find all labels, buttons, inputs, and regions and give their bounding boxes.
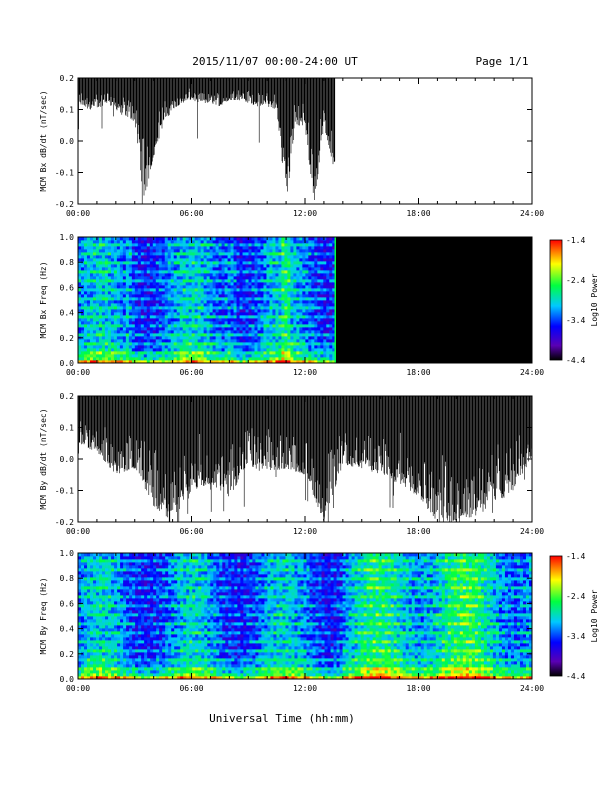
x-tick-label: 18:00 (406, 368, 430, 377)
y-tick-label: -0.2 (55, 518, 74, 527)
y-axis-label: MCM By Freq (Hz) (39, 577, 48, 654)
y-tick-label: 0.0 (60, 455, 75, 464)
y-tick-label: 1.0 (60, 233, 75, 242)
y-tick-label: 0.4 (60, 309, 75, 318)
x-tick-label: 24:00 (520, 368, 544, 377)
dbdt-series (77, 78, 336, 204)
y-tick-label: 0.8 (60, 574, 75, 583)
y-tick-label: 0.6 (60, 283, 75, 292)
colorbar-label: Log10 Power (590, 589, 599, 642)
colorbar-label: Log10 Power (590, 273, 599, 326)
y-tick-label: 0.2 (60, 392, 75, 401)
colorbar-tick-label: -1.4 (566, 236, 585, 245)
y-tick-label: -0.1 (55, 169, 74, 178)
by-spectrogram-panel: -1.4 -2.4 -3.4 -4.4 Log10 Power 0.0 0.2 0.4 0.6 0… (39, 549, 599, 693)
colorbar-tick-label: -2.4 (566, 276, 585, 285)
y-tick-label: 0.0 (60, 675, 75, 684)
colorbar-tick-label: -3.4 (566, 316, 585, 325)
x-tick-label: 06:00 (179, 684, 203, 693)
colorbar-tick-label: -2.4 (566, 592, 585, 601)
y-tick-label: 0.2 (60, 74, 75, 83)
y-tick-label: 0.0 (60, 359, 75, 368)
y-tick-label: 0.4 (60, 625, 75, 634)
y-tick-label: -0.2 (55, 200, 74, 209)
y-tick-label: 0.8 (60, 258, 75, 267)
x-tick-label: 18:00 (406, 684, 430, 693)
x-tick-label: 00:00 (66, 209, 90, 218)
page-title: 2015/11/07 00:00-24:00 UT (192, 55, 358, 68)
dbdt-series (77, 396, 532, 522)
x-tick-label: 24:00 (520, 209, 544, 218)
y-axis-label: MCM By dB/dt (nT/sec) (39, 408, 48, 509)
colorbar (550, 556, 562, 676)
colorbar (550, 240, 562, 360)
y-tick-label: 0.1 (60, 424, 75, 433)
y-axis-label: MCM Bx Freq (Hz) (39, 261, 48, 338)
x-tick-label: 18:00 (406, 209, 430, 218)
by-dbdt-panel: -0.2 -0.1 0.0 0.1 0.2 00:00 06:00 12:00 18:00 24:… (39, 392, 544, 536)
y-tick-label: -0.1 (55, 487, 74, 496)
y-tick-label: 0.2 (60, 334, 75, 343)
spectrogram-cells (78, 553, 533, 680)
colorbar-tick-label: -4.4 (566, 672, 585, 681)
y-tick-label: 0.2 (60, 650, 75, 659)
y-tick-label: 0.6 (60, 599, 75, 608)
y-tick-label: 0.0 (60, 137, 75, 146)
x-tick-label: 00:00 (66, 368, 90, 377)
x-tick-label: 06:00 (179, 368, 203, 377)
colorbar-tick-label: -4.4 (566, 356, 585, 365)
y-tick-label: 1.0 (60, 549, 75, 558)
x-tick-label: 00:00 (66, 684, 90, 693)
x-tick-label: 24:00 (520, 527, 544, 536)
y-tick-label: 0.1 (60, 106, 75, 115)
x-tick-label: 06:00 (179, 209, 203, 218)
spectrogram-cells (78, 237, 336, 364)
x-axis-label: Universal Time (hh:mm) (209, 712, 355, 725)
x-tick-label: 00:00 (66, 527, 90, 536)
colorbar-tick-label: -3.4 (566, 632, 585, 641)
bx-spectrogram-panel: -1.4 -2.4 -3.4 -4.4 Log10 Power 0.0 0.2 0.4 0.6 0… (39, 233, 599, 377)
x-tick-label: 18:00 (406, 527, 430, 536)
x-tick-label: 12:00 (293, 527, 317, 536)
x-tick-label: 12:00 (293, 684, 317, 693)
x-tick-label: 12:00 (293, 209, 317, 218)
page-number: Page 1/1 (476, 55, 529, 68)
bx-dbdt-panel: -0.2 -0.1 0.0 0.1 0.2 00:00 06:00 12:00 18:00 24:… (39, 74, 544, 218)
x-tick-label: 24:00 (520, 684, 544, 693)
y-axis-label: MCM Bx dB/dt (nT/sec) (39, 90, 48, 191)
x-tick-label: 06:00 (179, 527, 203, 536)
x-tick-label: 12:00 (293, 368, 317, 377)
colorbar-tick-label: -1.4 (566, 552, 585, 561)
